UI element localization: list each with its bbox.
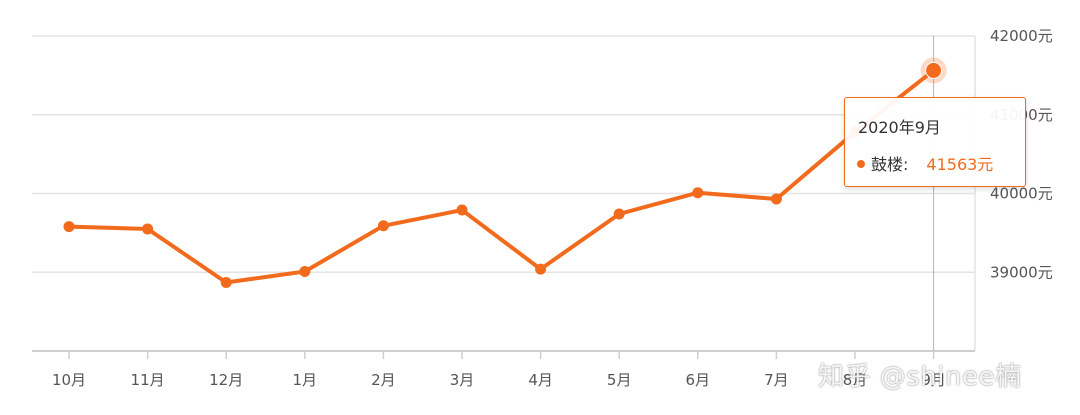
tooltip-series-row: 鼓楼: 41563元 <box>857 151 993 175</box>
data-point[interactable] <box>142 223 154 235</box>
x-tick-label: 6月 <box>686 371 711 389</box>
x-tick-label: 2月 <box>371 371 396 389</box>
series-line <box>67 68 936 285</box>
tooltip-value: 41563元 <box>926 155 994 174</box>
data-point[interactable] <box>63 221 75 233</box>
x-tick-label: 11月 <box>131 371 165 389</box>
x-tick-label: 12月 <box>209 371 243 389</box>
data-points[interactable] <box>63 57 947 288</box>
highlight-point[interactable] <box>925 61 943 79</box>
y-tick-label: 40000元 <box>990 185 1053 203</box>
y-tick-label: 39000元 <box>990 263 1053 281</box>
series-line-guloou <box>67 68 936 285</box>
x-axis-labels: 10月 11月 12月 1月 2月 3月 4月 5月 6月 7月 8月 9月 <box>52 371 946 389</box>
data-point[interactable] <box>220 276 232 288</box>
x-tick-label: 1月 <box>293 371 318 389</box>
tooltip: 2020年9月 鼓楼: 41563元 <box>844 97 1026 187</box>
watermark: 知乎 @shinee楠 <box>818 362 1022 392</box>
data-point[interactable] <box>535 263 547 275</box>
grid-lines <box>32 35 975 273</box>
x-tick-label: 10月 <box>52 371 86 389</box>
data-point[interactable] <box>692 187 704 199</box>
x-tick-label: 3月 <box>450 371 475 389</box>
tooltip-title: 2020年9月 <box>858 118 941 137</box>
x-tick-label: 7月 <box>764 371 789 389</box>
tooltip-series-name: 鼓楼: <box>871 155 909 174</box>
tooltip-series-dot <box>857 159 865 168</box>
data-point[interactable] <box>456 204 468 216</box>
axes <box>32 36 976 359</box>
data-point[interactable] <box>299 265 311 277</box>
x-tick-label: 4月 <box>528 371 553 389</box>
x-tick-label: 8月 <box>843 371 868 389</box>
x-tick-label: 5月 <box>607 371 632 389</box>
x-tick-label: 9月 <box>921 371 946 389</box>
data-point[interactable] <box>770 193 782 205</box>
y-tick-label: 42000元 <box>990 27 1053 45</box>
data-point[interactable] <box>613 208 625 220</box>
data-point[interactable] <box>377 220 389 232</box>
